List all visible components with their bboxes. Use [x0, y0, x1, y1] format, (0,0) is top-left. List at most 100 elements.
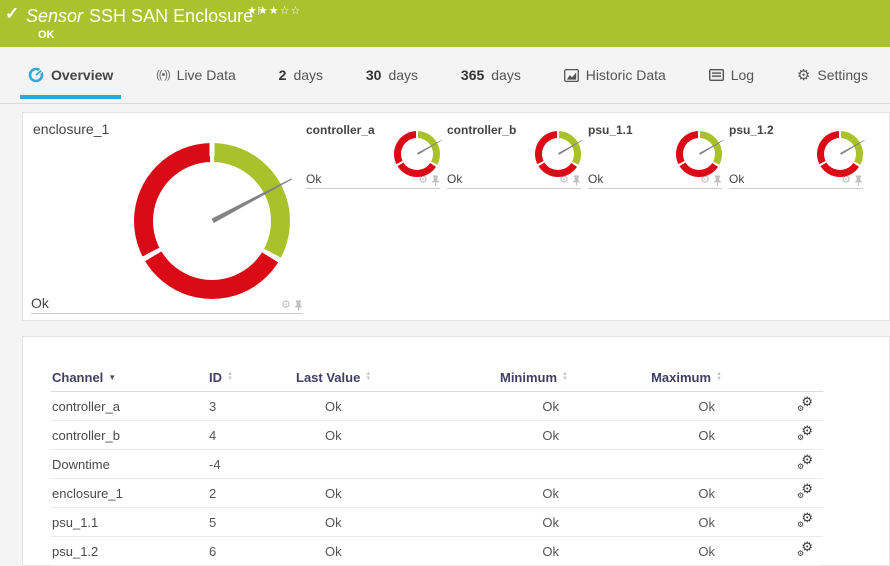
gauge-cell-icons: ⚙	[700, 175, 722, 186]
pin-icon[interactable]	[294, 300, 303, 311]
pin-icon[interactable]	[572, 175, 581, 186]
gear-icon[interactable]: ⚙	[700, 174, 710, 186]
channels-table: Channel ▼ ID ▲ ▼ Last Value ▲ ▼ Minimum ▲ ▼ Max…	[51, 363, 823, 566]
tab-log[interactable]: Log	[701, 47, 762, 103]
gauge-chart	[535, 131, 581, 177]
broadcast-icon: ((•))	[156, 69, 170, 81]
gauge-title: controller_a	[306, 123, 375, 137]
table-row[interactable]: controller_a 3 Ok Ok Ok ⚙ ⚙	[51, 391, 823, 421]
gear-icon[interactable]: ⚙	[281, 299, 291, 311]
log-icon	[708, 69, 724, 81]
cell-last-value: Ok	[295, 507, 437, 537]
gear-icon[interactable]: ⚙	[418, 174, 428, 186]
tab-bar: Overview ((•)) Live Data 2 days 30 days …	[0, 47, 890, 104]
cell-minimum: Ok	[437, 391, 569, 421]
gauge-tab-icon	[28, 67, 44, 83]
cell-channel[interactable]: psu_1.1	[51, 507, 208, 537]
cell-last-value	[295, 449, 437, 479]
table-row[interactable]: enclosure_1 2 Ok Ok Ok ⚙ ⚙	[51, 478, 823, 508]
table-row[interactable]: Downtime -4 ⚙ ⚙	[51, 449, 823, 479]
tab-label: Historic Data	[585, 67, 666, 83]
cell-minimum: Ok	[437, 536, 569, 566]
pin-icon[interactable]	[431, 175, 440, 186]
gauge-footer: Ok ⚙	[306, 171, 440, 189]
tab-label: Settings	[817, 67, 868, 83]
column-header-id[interactable]: ID ▲ ▼	[208, 363, 295, 392]
cell-id: -4	[208, 449, 295, 479]
cell-id: 4	[208, 420, 295, 450]
gear-icon[interactable]: ⚙	[559, 174, 569, 186]
table-row[interactable]: psu_1.1 5 Ok Ok Ok ⚙ ⚙	[51, 507, 823, 537]
cell-channel[interactable]: Downtime	[51, 449, 208, 479]
sensor-kind-label: Sensor	[26, 6, 84, 26]
flag-icon[interactable]: ⚐	[256, 6, 266, 18]
gauges-panel: enclosure_1 Ok ⚙ controller_a Ok	[22, 112, 890, 321]
column-label: Minimum	[499, 369, 558, 385]
gauge-status-label: Ok	[729, 172, 745, 186]
cell-maximum: Ok	[569, 478, 723, 508]
tab-label: days	[491, 67, 521, 83]
gauge-title: psu_1.2	[729, 123, 774, 137]
sort-icon: ▲ ▼	[562, 371, 568, 382]
cell-maximum: Ok	[569, 391, 723, 421]
column-header-last-value[interactable]: Last Value ▲ ▼	[295, 363, 437, 392]
pin-icon[interactable]	[854, 175, 863, 186]
tab-label: Live Data	[176, 67, 236, 83]
cell-channel[interactable]: psu_1.2	[51, 536, 208, 566]
cell-maximum: Ok	[569, 536, 723, 566]
gauge-title: enclosure_1	[33, 121, 110, 137]
cell-maximum: Ok	[569, 420, 723, 450]
column-label: Channel	[52, 369, 104, 385]
sensor-status-text: OK	[38, 29, 55, 41]
gauge-chart	[134, 143, 290, 299]
column-header-channel[interactable]: Channel ▼	[51, 363, 208, 392]
channel-settings-icon[interactable]: ⚙ ⚙	[797, 539, 813, 558]
channel-settings-icon[interactable]: ⚙ ⚙	[797, 510, 813, 529]
gauge-footer: Ok ⚙	[447, 171, 581, 189]
cell-channel[interactable]: controller_b	[51, 420, 208, 450]
pin-icon[interactable]	[713, 175, 722, 186]
gauge-cell-icons: ⚙	[281, 300, 303, 311]
channel-settings-icon[interactable]: ⚙ ⚙	[797, 394, 813, 413]
gauge-cell-controller-b: controller_b Ok ⚙	[447, 119, 581, 189]
cell-id: 6	[208, 536, 295, 566]
column-header-maximum[interactable]: Maximum ▲ ▼	[569, 363, 723, 392]
sort-icon: ▲ ▼	[365, 371, 372, 382]
cell-minimum: Ok	[437, 507, 569, 537]
table-row[interactable]: psu_1.2 6 Ok Ok Ok ⚙ ⚙	[51, 536, 823, 566]
channels-panel: Channel ▼ ID ▲ ▼ Last Value ▲ ▼ Minimum ▲ ▼ Max…	[22, 336, 890, 566]
tab-number: 2	[278, 67, 287, 83]
channel-settings-icon[interactable]: ⚙ ⚙	[797, 481, 813, 500]
gear-icon[interactable]: ⚙	[841, 174, 851, 186]
channel-settings-icon[interactable]: ⚙ ⚙	[797, 452, 813, 471]
table-row[interactable]: controller_b 4 Ok Ok Ok ⚙ ⚙	[51, 420, 823, 450]
gauge-chart	[817, 131, 863, 177]
column-label: Maximum	[651, 369, 712, 385]
gauge-cell-controller-a: controller_a Ok ⚙	[306, 119, 440, 189]
tab-365-days[interactable]: 365 days	[453, 47, 529, 103]
tab-overview[interactable]: Overview	[20, 47, 122, 103]
cell-channel[interactable]: controller_a	[51, 391, 208, 421]
gauge-cell-icons: ⚙	[418, 175, 440, 186]
cell-minimum	[437, 449, 569, 479]
sensor-header: ✓ Sensor SSH SAN Enclosure ⚐ ★★★☆☆ OK	[0, 0, 890, 47]
sort-icon: ▲ ▼	[716, 371, 722, 382]
gauge-footer: Ok ⚙	[729, 171, 863, 189]
gauge-footer: Ok ⚙	[588, 171, 722, 189]
status-check-icon: ✓	[5, 4, 20, 23]
channel-settings-icon[interactable]: ⚙ ⚙	[797, 423, 813, 442]
active-tab-underline	[20, 95, 122, 99]
tab-settings[interactable]: ⚙ Settings	[789, 47, 876, 103]
sort-desc-icon: ▼	[108, 372, 117, 382]
tab-30-days[interactable]: 30 days	[358, 47, 426, 103]
column-header-minimum[interactable]: Minimum ▲ ▼	[437, 363, 569, 392]
tab-live-data[interactable]: ((•)) Live Data	[148, 47, 244, 103]
gauge-cell-psu-1-2: psu_1.2 Ok ⚙	[729, 119, 863, 189]
cell-channel[interactable]: enclosure_1	[51, 478, 208, 508]
tab-2-days[interactable]: 2 days	[271, 47, 331, 103]
tab-historic-data[interactable]: Historic Data	[556, 47, 674, 103]
priority-stars[interactable]: ★★★☆☆	[247, 5, 302, 17]
column-header-settings	[723, 363, 823, 392]
sensor-title: SSH SAN Enclosure	[89, 6, 254, 26]
cell-minimum: Ok	[437, 478, 569, 508]
